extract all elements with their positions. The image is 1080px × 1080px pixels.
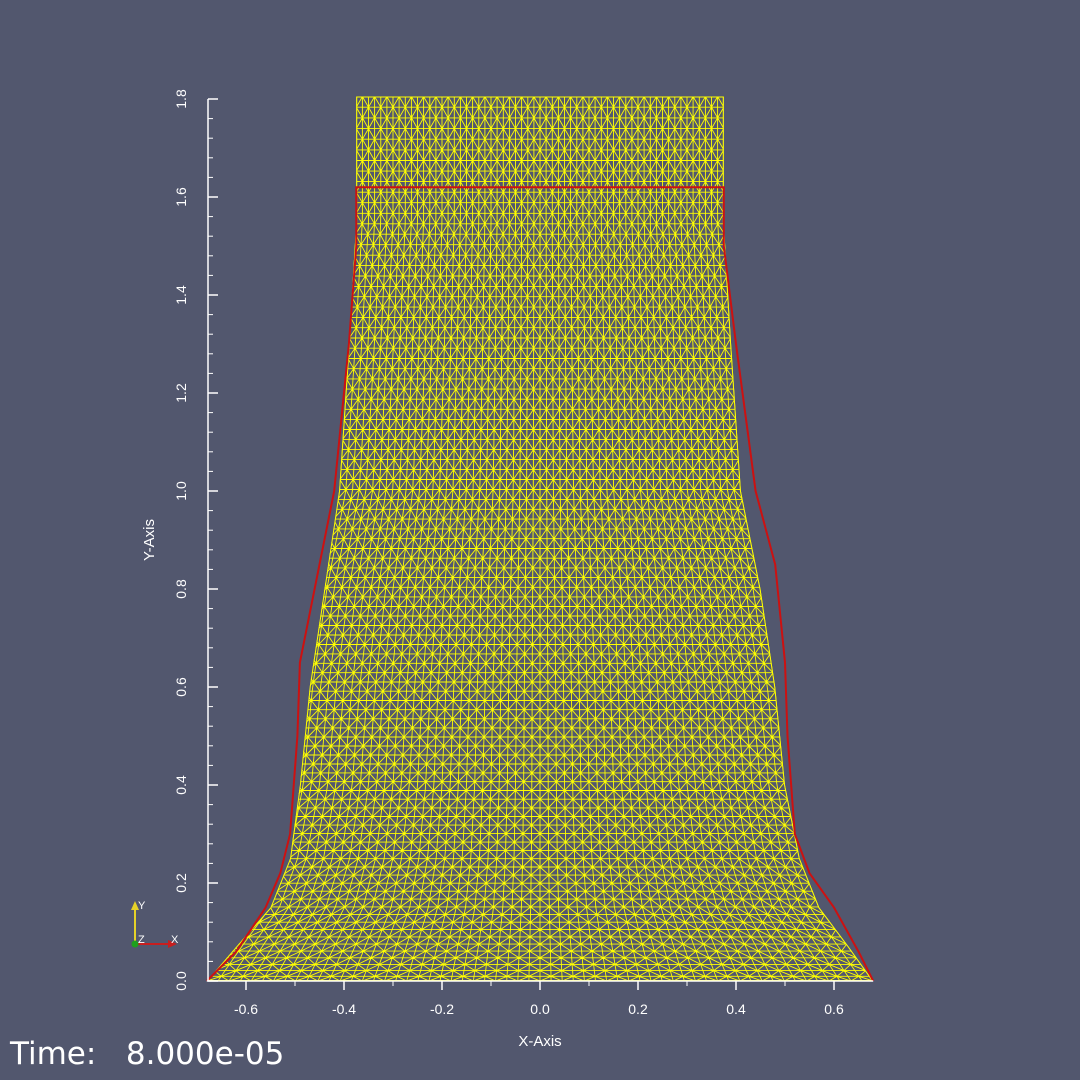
y-tick-label: 0.4	[173, 775, 189, 795]
x-tick-label: 0.4	[726, 1001, 746, 1017]
y-axis: 0.0 0.2 0.4 0.6 0.8 1.0 1.2 1.4 1.6 1.8 Y-Axis	[141, 89, 218, 991]
y-tick-label: 1.6	[173, 187, 189, 207]
x-tick-label: 0.0	[530, 1001, 550, 1017]
y-tick-label: 1.2	[173, 383, 189, 403]
x-axis-ticks: -0.6 -0.4 -0.2 0.0 0.2 0.4 0.6	[234, 981, 844, 1017]
x-tick-label: 0.2	[628, 1001, 648, 1017]
y-tick-label: 0.0	[173, 971, 189, 991]
wireframe-mesh	[206, 96, 874, 982]
time-annotation: Time: 8.000e-05	[10, 1036, 284, 1072]
orient-x-label: X	[171, 934, 179, 946]
orient-z-dot	[131, 940, 139, 948]
orient-z-label: Z	[138, 934, 145, 946]
y-tick-label: 0.6	[173, 677, 189, 697]
y-axis-ticks: 0.0 0.2 0.4 0.6 0.8 1.0 1.2 1.4 1.6 1.8	[173, 89, 218, 991]
orient-x-arrowhead	[168, 940, 177, 948]
x-tick-label: 0.6	[824, 1001, 844, 1017]
x-tick-label: -0.2	[430, 1001, 454, 1017]
orient-y-arrowhead	[131, 901, 139, 910]
y-tick-label: 0.8	[173, 579, 189, 599]
time-value: 8.000e-05	[125, 1036, 285, 1072]
mesh-wireframe-lines	[206, 96, 874, 982]
orient-y-label: Y	[138, 900, 146, 912]
y-tick-label: 1.0	[173, 481, 189, 501]
y-tick-label: 1.8	[173, 89, 189, 109]
red-outline-curve	[206, 186, 875, 982]
y-tick-label: 1.4	[173, 285, 189, 305]
x-tick-label: -0.6	[234, 1001, 258, 1017]
x-axis-title: X-Axis	[518, 1033, 561, 1050]
x-tick-label: -0.4	[332, 1001, 356, 1017]
y-tick-label: 0.2	[173, 873, 189, 893]
orientation-axes-widget: Y Z X	[131, 900, 179, 948]
y-axis-title: Y-Axis	[141, 519, 158, 561]
x-axis: -0.6 -0.4 -0.2 0.0 0.2 0.4 0.6 X-Axis	[206, 980, 874, 1050]
time-label: Time:	[10, 1036, 97, 1072]
